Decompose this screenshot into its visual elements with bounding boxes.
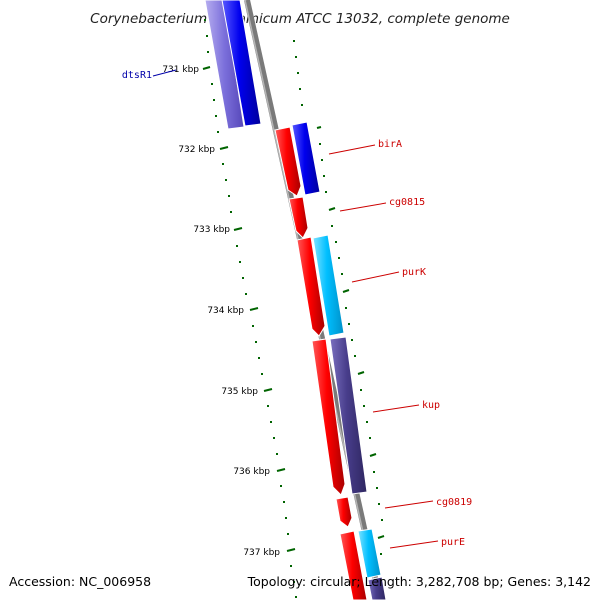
inner-tick-row: [202, 19, 297, 598]
gene-purE[interactable]: [339, 528, 387, 600]
gene-cg0819[interactable]: [335, 496, 353, 528]
gene-purK[interactable]: [296, 234, 345, 337]
label-leaders: [152, 69, 439, 549]
tick-label: 733 kbp: [193, 225, 230, 235]
gene-birA[interactable]: [274, 121, 321, 197]
tick-label: 734 kbp: [207, 306, 244, 316]
tick-labels: 731 kbp 732 kbp 733 kbp 734 kbp 735 kbp …: [162, 65, 280, 558]
gene-label-purE[interactable]: purE: [441, 537, 465, 548]
tick-label: 736 kbp: [233, 467, 270, 477]
tick-label: 732 kbp: [178, 145, 215, 155]
genome-summary-text: Topology: circular; Length: 3,282,708 bp…: [247, 574, 591, 589]
tick-label: 731 kbp: [162, 65, 199, 75]
gene-label-purK[interactable]: purK: [402, 267, 426, 278]
tick-label: 737 kbp: [243, 548, 280, 558]
accession-text: Accession: NC_006958: [9, 574, 151, 589]
gene-label-birA[interactable]: birA: [378, 139, 402, 150]
gene-cg0815[interactable]: [288, 196, 309, 239]
gene-label-kup[interactable]: kup: [422, 400, 440, 411]
tick-label: 735 kbp: [221, 387, 258, 397]
gene-labels: dtsR1 birA cg0815 purK kup cg0819 purE: [122, 70, 472, 548]
gene-dtsR1[interactable]: [204, 0, 262, 130]
gene-label-cg0819[interactable]: cg0819: [436, 497, 472, 508]
map-title: Corynebacterium glutamicum ATCC 13032, c…: [90, 11, 510, 27]
outer-tick-row: [293, 40, 385, 555]
gene-kup[interactable]: [311, 336, 368, 496]
gene-label-dtsR1[interactable]: dtsR1: [122, 70, 152, 81]
gene-label-cg0815[interactable]: cg0815: [389, 197, 425, 208]
